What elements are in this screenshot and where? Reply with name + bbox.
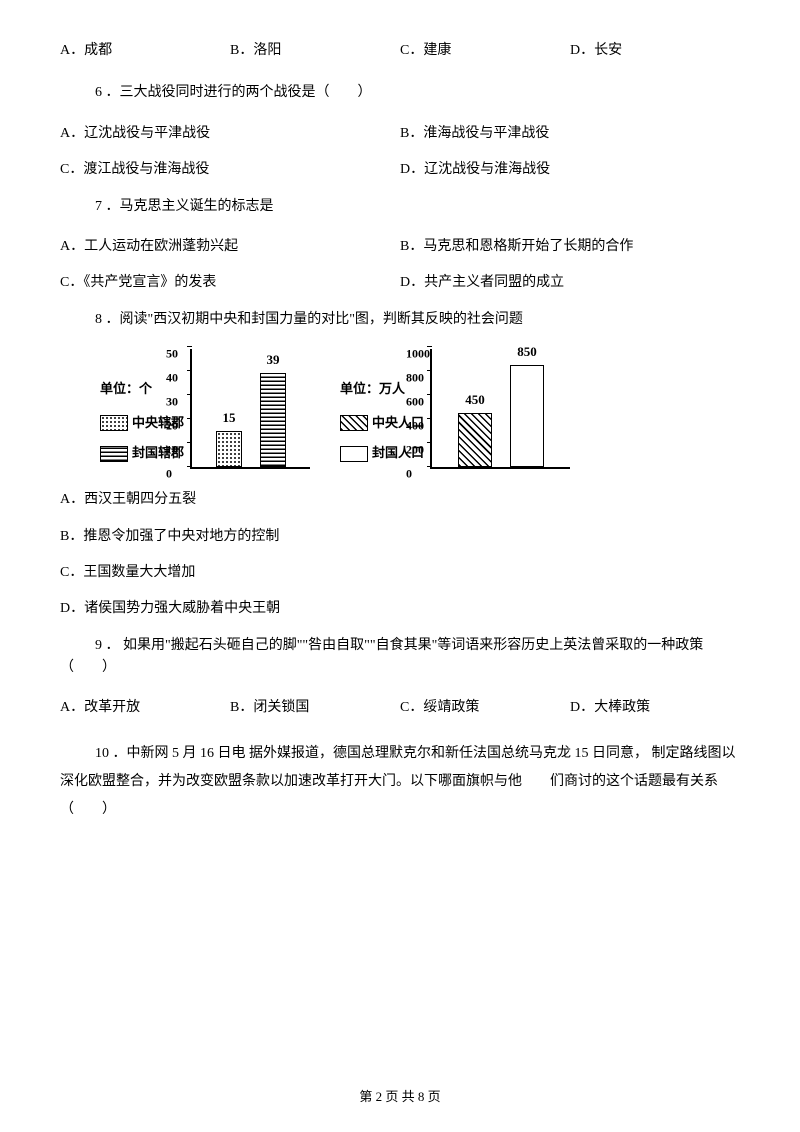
chart1-bar2 bbox=[260, 373, 286, 467]
q7-a[interactable]: A．工人运动在欧洲蓬勃兴起 bbox=[60, 236, 400, 258]
swatch-empty-icon bbox=[340, 446, 368, 462]
q5-a[interactable]: A．成都 bbox=[60, 40, 230, 62]
swatch-diag-icon bbox=[340, 415, 368, 431]
q8-c[interactable]: C．王国数量大大增加 bbox=[60, 562, 740, 584]
q8-d[interactable]: D．诸侯国势力强大威胁着中央王朝 bbox=[60, 598, 740, 620]
q9-b[interactable]: B．闭关锁国 bbox=[230, 697, 400, 719]
q6-text: 6 ．三大战役同时进行的两个战役是（ ） bbox=[60, 82, 740, 104]
chart1-axis: 15 39 01020304050 bbox=[190, 349, 310, 469]
q8-a[interactable]: A．西汉王朝四分五裂 bbox=[60, 489, 740, 511]
q7-b[interactable]: B．马克思和恩格斯开始了长期的合作 bbox=[400, 236, 740, 258]
q9-options: A．改革开放 B．闭关锁国 C．绥靖政策 D．大棒政策 bbox=[60, 697, 740, 719]
q7-d[interactable]: D．共产主义者同盟的成立 bbox=[400, 272, 740, 294]
chart1-bar1-label: 15 bbox=[223, 408, 236, 429]
q8-charts: 单位：个 中央辖郡 封国辖郡 15 39 01020304050 单位：万人 中… bbox=[100, 349, 740, 469]
chart2-bar2-label: 850 bbox=[517, 342, 537, 363]
q9-text: 9 ． 如果用"搬起石头砸自己的脚""咎由自取""自食其果"等词语来形容历史上英… bbox=[60, 635, 740, 680]
chart1-bar2-label: 39 bbox=[267, 350, 280, 371]
q9-c[interactable]: C．绥靖政策 bbox=[400, 697, 570, 719]
q5-d[interactable]: D．长安 bbox=[570, 40, 740, 62]
q8-text: 8 ．阅读"西汉初期中央和封国力量的对比"图，判断其反映的社会问题 bbox=[60, 309, 740, 331]
q6-b[interactable]: B．淮海战役与平津战役 bbox=[400, 123, 740, 145]
q6-a[interactable]: A．辽沈战役与平津战役 bbox=[60, 123, 400, 145]
q7-text: 7 ．马克思主义诞生的标志是 bbox=[60, 196, 740, 218]
q5-b[interactable]: B．洛阳 bbox=[230, 40, 400, 62]
q5-c[interactable]: C．建康 bbox=[400, 40, 570, 62]
chart2-bar2 bbox=[510, 365, 544, 467]
chart-1: 单位：个 中央辖郡 封国辖郡 15 39 01020304050 bbox=[100, 349, 310, 469]
q10-text: 10 ．中新网 5 月 16 日电 据外媒报道，德国总理默克尔和新任法国总统马克… bbox=[60, 740, 740, 824]
chart2-axis: 450 850 02004006008001000 bbox=[430, 349, 570, 469]
chart2-bar1 bbox=[458, 413, 492, 467]
swatch-stripe-icon bbox=[100, 446, 128, 462]
chart2-bar1-label: 450 bbox=[465, 390, 485, 411]
swatch-dots-icon bbox=[100, 415, 128, 431]
q9-d[interactable]: D．大棒政策 bbox=[570, 697, 740, 719]
page-footer: 第 2 页 共 8 页 bbox=[0, 1087, 800, 1108]
chart-2: 单位：万人 中央人口 封国人口 450 850 0200400600800100… bbox=[340, 349, 570, 469]
q6-d[interactable]: D．辽沈战役与淮海战役 bbox=[400, 159, 740, 181]
q8-b[interactable]: B．推恩令加强了中央对地方的控制 bbox=[60, 526, 740, 548]
q5-options: A．成都 B．洛阳 C．建康 D．长安 bbox=[60, 40, 740, 62]
chart1-bar1 bbox=[216, 431, 242, 467]
q9-a[interactable]: A．改革开放 bbox=[60, 697, 230, 719]
q6-c[interactable]: C．渡江战役与淮海战役 bbox=[60, 159, 400, 181]
q7-c[interactable]: C．《共产党宣言》的发表 bbox=[60, 272, 400, 294]
